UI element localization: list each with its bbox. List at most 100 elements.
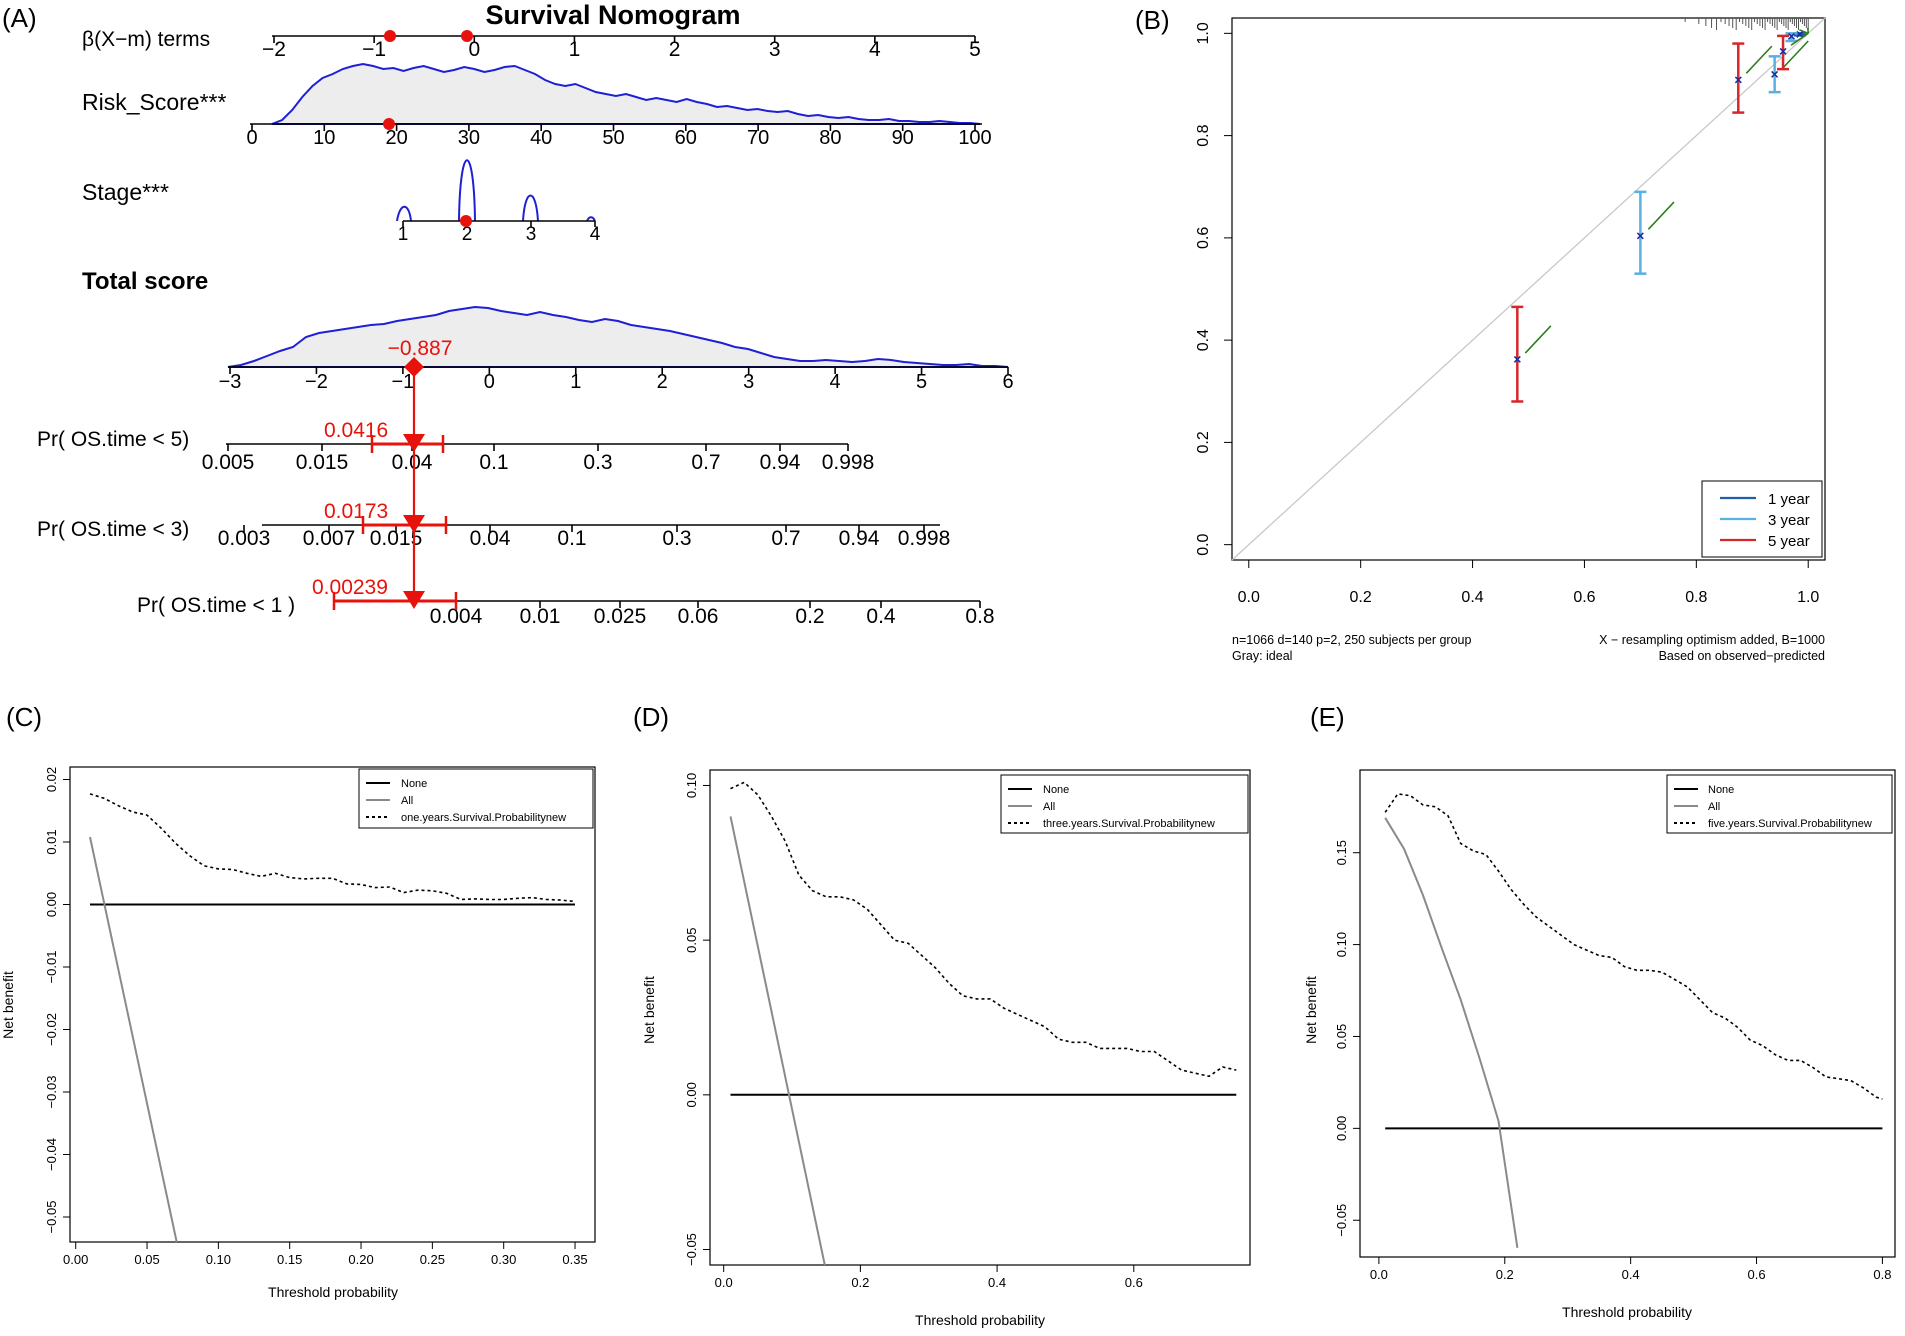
dca-c-legend-model: one.years.Survival.Probabilitynew <box>401 812 566 824</box>
dca-c-legend-box <box>358 768 594 829</box>
calibration-y-tick-label: 0.6 <box>1195 227 1212 249</box>
stage-tick-label: 2 <box>462 224 473 245</box>
legend-label-1-year: 1 year <box>1768 491 1810 508</box>
total-score-density <box>227 305 1009 368</box>
dca-d-legend-all: All <box>1043 801 1055 813</box>
dca-c-model-line <box>89 793 576 903</box>
stage-tick-label: 4 <box>590 224 601 245</box>
pr1-value: 0.00239 <box>312 576 388 599</box>
beta-tick-label: 3 <box>769 38 781 61</box>
total-tick-label: −3 <box>219 371 242 393</box>
dca-c-y-tick-label: −0.04 <box>44 1138 59 1171</box>
dca-d-legend-none: None <box>1043 784 1069 796</box>
calibration-point: × <box>1771 66 1779 82</box>
dca-c-y-tick-label: −0.03 <box>44 1076 59 1109</box>
stage-3-peak <box>522 194 539 222</box>
calibration-x-tick-label: 0.6 <box>1573 589 1595 606</box>
stage-tick-label: 1 <box>398 224 409 245</box>
dca-c-y-tick-label: 0.00 <box>44 892 59 917</box>
nomogram-title: Survival Nomogram <box>485 0 740 30</box>
beta-tick-label: 4 <box>869 38 881 61</box>
stage-point <box>460 215 472 227</box>
dca-e-legend-none: None <box>1708 784 1734 796</box>
stage-label: Stage*** <box>82 179 169 205</box>
dca-c-x-tick-label: 0.35 <box>562 1252 587 1267</box>
risk-tick-label: 70 <box>747 127 769 149</box>
calibration-green-segment <box>1782 40 1809 69</box>
beta-tick-label: 1 <box>569 38 581 61</box>
calibration-note-left-1: n=1066 d=140 p=2, 250 subjects per group <box>1232 633 1471 647</box>
dca-c-x-tick-label: 0.05 <box>134 1252 159 1267</box>
calibration-green-segment <box>1524 325 1552 354</box>
calibration-note-left-2: Gray: ideal <box>1232 649 1292 663</box>
dca-e-legend: None All five.years.Survival.Probability… <box>1666 774 1893 834</box>
dca-d-plot-area <box>729 781 1237 1266</box>
dca-c-y-tick-label: −0.02 <box>44 1013 59 1046</box>
dca-d-legend-model: three.years.Survival.Probabilitynew <box>1043 818 1215 830</box>
dca-e-x-tick-label: 0.2 <box>1496 1267 1514 1282</box>
dca-d-legend: None All three.years.Survival.Probabilit… <box>1000 774 1249 834</box>
dca-d-legend-box <box>1000 774 1249 834</box>
legend-label-3-year: 3 year <box>1768 512 1810 529</box>
total-score-marker <box>404 357 424 377</box>
beta-axis-ticks: −2 −1 0 1 2 3 4 5 <box>262 36 981 61</box>
total-score-label: Total score <box>82 268 208 295</box>
dca-c-frame <box>69 766 596 1243</box>
dca-e-x-tick-label: 0.4 <box>1622 1267 1640 1282</box>
risk-score-ticks: 0 10 20 30 40 50 60 70 80 90 100 <box>246 124 992 149</box>
dca-c-y-tick-label: 0.02 <box>44 767 59 792</box>
pr5-axis-ticks: 0.005 0.015 0.04 0.1 0.3 0.7 0.94 0.998 <box>202 444 874 474</box>
risk-tick-label: 60 <box>675 127 697 149</box>
dca-e-plot-area <box>1384 793 1883 1248</box>
total-tick-label: 4 <box>830 371 841 393</box>
panel-a-nomogram: (A) Survival Nomogram β(X−m) terms −2 −1 0… <box>2 0 1014 628</box>
total-tick-label: 5 <box>916 371 927 393</box>
risk-tick-label: 20 <box>385 127 407 149</box>
panel-label-e: (E) <box>1310 702 1345 732</box>
beta-tick-label: 2 <box>669 38 681 61</box>
total-tick-label: −1 <box>391 371 414 393</box>
calibration-point: × <box>1787 28 1795 44</box>
pr1-tick-label: 0.06 <box>678 605 719 628</box>
dca-e-ylabel: Net benefit <box>1303 976 1319 1044</box>
dca-d-y-tick-label: −0.05 <box>684 1233 699 1266</box>
panel-label-a: (A) <box>2 3 37 33</box>
beta-point-stage <box>461 30 473 42</box>
calibration-x-tick-label: 0.4 <box>1461 589 1483 606</box>
pr5-tick-label: 0.3 <box>583 451 612 474</box>
dca-c-y-tick-label: 0.01 <box>44 829 59 854</box>
pr3-value: 0.0173 <box>324 500 388 523</box>
beta-tick-label: 5 <box>969 38 981 61</box>
total-tick-label: 1 <box>570 371 581 393</box>
pr3-tick-label: 0.04 <box>470 527 511 550</box>
calibration-y-tick-label: 0.0 <box>1195 533 1212 555</box>
pr3-tick-label: 0.1 <box>557 527 586 550</box>
panel-label-d: (D) <box>633 702 669 732</box>
pr5-value: 0.0416 <box>324 419 388 442</box>
pr5-tick-label: 0.015 <box>296 451 349 474</box>
total-score-ticks: −3 −2 −1 0 1 2 3 4 5 6 <box>219 367 1014 393</box>
calibration-axis-ticks: 0.0 0.2 0.4 0.6 0.8 1.0 0.0 0.2 0.4 0.6 0.8 1.0 <box>1195 22 1819 606</box>
dca-e-model-line <box>1384 793 1883 1100</box>
calibration-legend: 1 year 3 year 5 year <box>1701 480 1823 558</box>
stage-4-peak <box>586 216 596 222</box>
beta-point-risk <box>384 30 396 42</box>
dca-e-y-tick-label: 0.05 <box>1334 1024 1349 1049</box>
legend-label-5-year: 5 year <box>1768 533 1810 550</box>
dca-d-x-tick-label: 0.4 <box>988 1275 1006 1290</box>
risk-tick-label: 90 <box>892 127 914 149</box>
dca-c-y-tick-label: −0.01 <box>44 951 59 984</box>
stage-tick-label: 3 <box>526 224 537 245</box>
dca-d-model-line <box>730 781 1237 1078</box>
beta-tick-label: −1 <box>362 38 386 61</box>
calibration-x-tick-label: 1.0 <box>1797 589 1819 606</box>
dca-d-all-line <box>729 816 826 1266</box>
calibration-point: × <box>1636 227 1644 243</box>
panel-b-calibration: (B) 0.0 0.2 0.4 0.6 0.8 1.0 0.0 0.2 0.4 0.6 0.8 1.0… <box>1135 5 1826 663</box>
pr5-tick-label: 0.94 <box>760 451 801 474</box>
pr3-tick-label: 0.94 <box>839 527 880 550</box>
dca-d-y-tick-label: 0.10 <box>684 773 699 798</box>
dca-c-legend-none: None <box>401 778 427 790</box>
dca-c-axis-ticks: 0.00 0.05 0.10 0.15 0.20 0.25 0.30 0.35 −0.05 −0.… <box>44 767 588 1267</box>
